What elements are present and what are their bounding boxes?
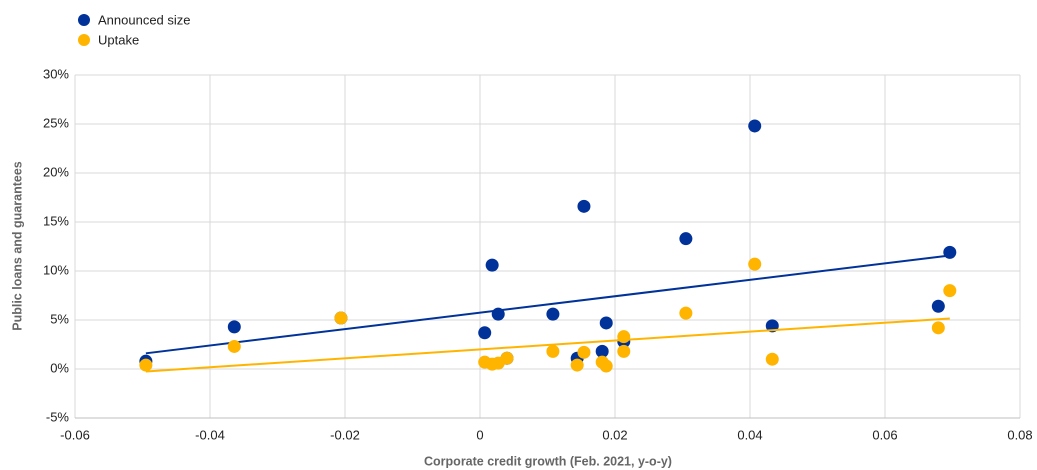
trend-line [145,254,950,355]
y-axis-title: Public loans and guarantees [10,161,24,331]
legend-label: Announced size [98,12,191,27]
point [546,344,560,358]
point [485,258,499,272]
point [500,351,514,365]
point [577,199,591,213]
point [570,358,584,372]
y-tick-label: 15% [43,213,69,228]
x-tick-label: -0.06 [60,427,90,442]
legend-marker [78,34,90,46]
y-tick-label: 5% [50,311,69,326]
x-tick-label: 0.06 [872,427,897,442]
legend-marker [78,14,90,26]
point [931,321,945,335]
point [679,232,693,246]
point [227,339,241,353]
point [139,358,153,372]
legend-label: Uptake [98,32,139,47]
y-tick-label: 0% [50,360,69,375]
point [577,345,591,359]
point [599,359,613,373]
y-tick-label: 30% [43,66,69,81]
x-tick-label: -0.04 [195,427,225,442]
point [748,119,762,133]
y-tick-label: 25% [43,115,69,130]
point [478,326,492,340]
point [943,284,957,298]
x-axis-title: Corporate credit growth (Feb. 2021, y-o-… [424,454,672,468]
x-tick-label: -0.02 [330,427,360,442]
point [943,245,957,259]
point [599,316,613,330]
point [931,299,945,313]
trend-line [145,317,950,373]
y-tick-label: 20% [43,164,69,179]
point [748,257,762,271]
point [617,344,631,358]
point [491,307,505,321]
point [334,311,348,325]
x-tick-label: 0.08 [1007,427,1032,442]
point [617,330,631,344]
y-tick-label: 10% [43,262,69,277]
x-tick-label: 0.02 [602,427,627,442]
x-tick-label: 0.04 [737,427,762,442]
point [765,352,779,366]
point [595,344,609,358]
point [679,306,693,320]
point [227,320,241,334]
point [546,307,560,321]
y-tick-label: -5% [46,409,70,424]
x-tick-label: 0 [476,427,483,442]
